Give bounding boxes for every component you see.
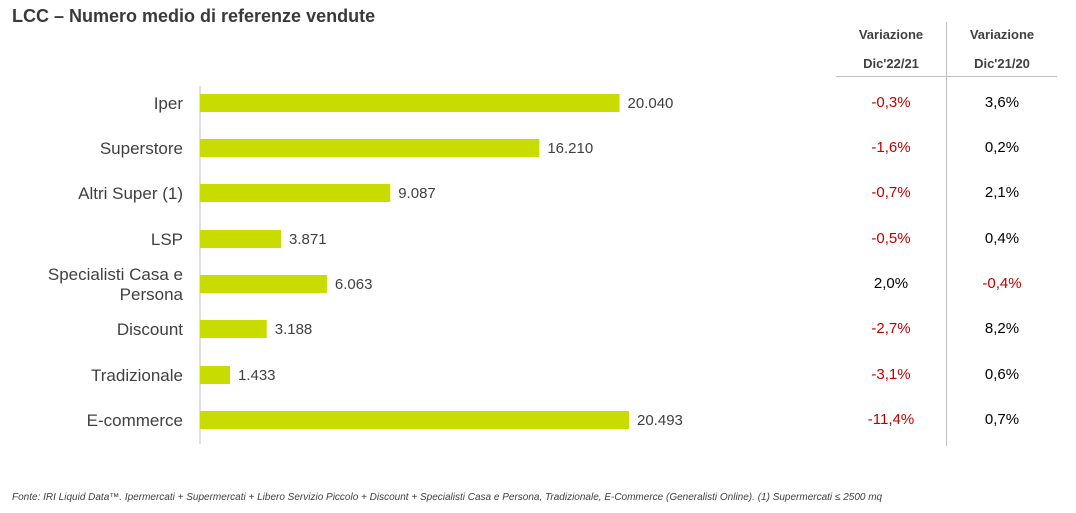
category-label: Persona [120,285,184,304]
category-label: LSP [151,230,183,249]
bar-value-label: 6.063 [335,276,373,293]
variation-21-20-cell: 0,6% [984,366,1020,383]
variation-22-21-cell: -0,7% [871,184,911,201]
variation-22-21-cell: -0,3% [871,94,911,111]
category-label: Discount [117,320,183,339]
category-label: Altri Super (1) [78,184,183,203]
column-divider [946,22,947,446]
column-header-var-21-20: Variazione Dic'21/20 [947,20,1057,78]
bar [200,275,327,293]
category-label: Tradizionale [91,366,183,385]
column-header-line: Variazione [969,27,1035,42]
variation-21-20-cell: 0,7% [984,411,1020,428]
variation-21-20-cell: 3,6% [984,94,1020,111]
bar-value-label: 9.087 [398,185,436,202]
header-underline [836,76,946,77]
chart-title: LCC – Numero medio di referenze vendute [12,6,376,26]
bar-value-label: 1.433 [238,367,276,384]
variation-21-20-cell: 0,4% [984,230,1020,247]
bar [200,94,620,112]
bar-value-label: 20.040 [628,95,674,112]
category-label: E-commerce [87,411,183,430]
variation-22-21-cell: -0,5% [871,230,911,247]
category-label: Iper [154,94,184,113]
variation-21-20-cell: 8,2% [984,320,1020,337]
variation-22-21-cell: 2,0% [873,275,909,292]
variation-22-21-cell: -1,6% [871,139,911,156]
bar [200,230,282,248]
category-label: Specialisti Casa e [48,265,183,284]
bar [200,184,391,202]
column-header-line: Dic'21/20 [974,56,1030,71]
variation-21-20-cell: 2,1% [984,184,1020,201]
category-label: Superstore [100,139,183,158]
bar-value-label: 16.210 [547,140,593,157]
bar [200,411,629,429]
bar-series: 20.040 Iper 16.210 Superstore 9.087 Altri Sup… [48,94,683,430]
bar [200,139,540,157]
source-footnote: Fonte: IRI Liquid Data™. Ipermercati + S… [12,492,883,503]
variation-22-21-cell: -3,1% [871,366,911,383]
variation-22-21-cell: -11,4% [867,411,915,428]
bar-value-label: 3.188 [275,321,313,338]
header-underline [947,76,1057,77]
variation-21-20-cell: 0,2% [984,139,1020,156]
column-header-var-22-21: Variazione Dic'22/21 [836,20,946,78]
bar [200,320,267,338]
bar-value-label: 3.871 [289,231,327,248]
bar [200,366,230,384]
column-header-line: Dic'22/21 [863,56,919,71]
bar-value-label: 20.493 [637,412,683,429]
column-header-line: Variazione [858,27,924,42]
variation-21-20-cell: -0,4% [982,275,1022,292]
variation-22-21-cell: -2,7% [871,320,911,337]
